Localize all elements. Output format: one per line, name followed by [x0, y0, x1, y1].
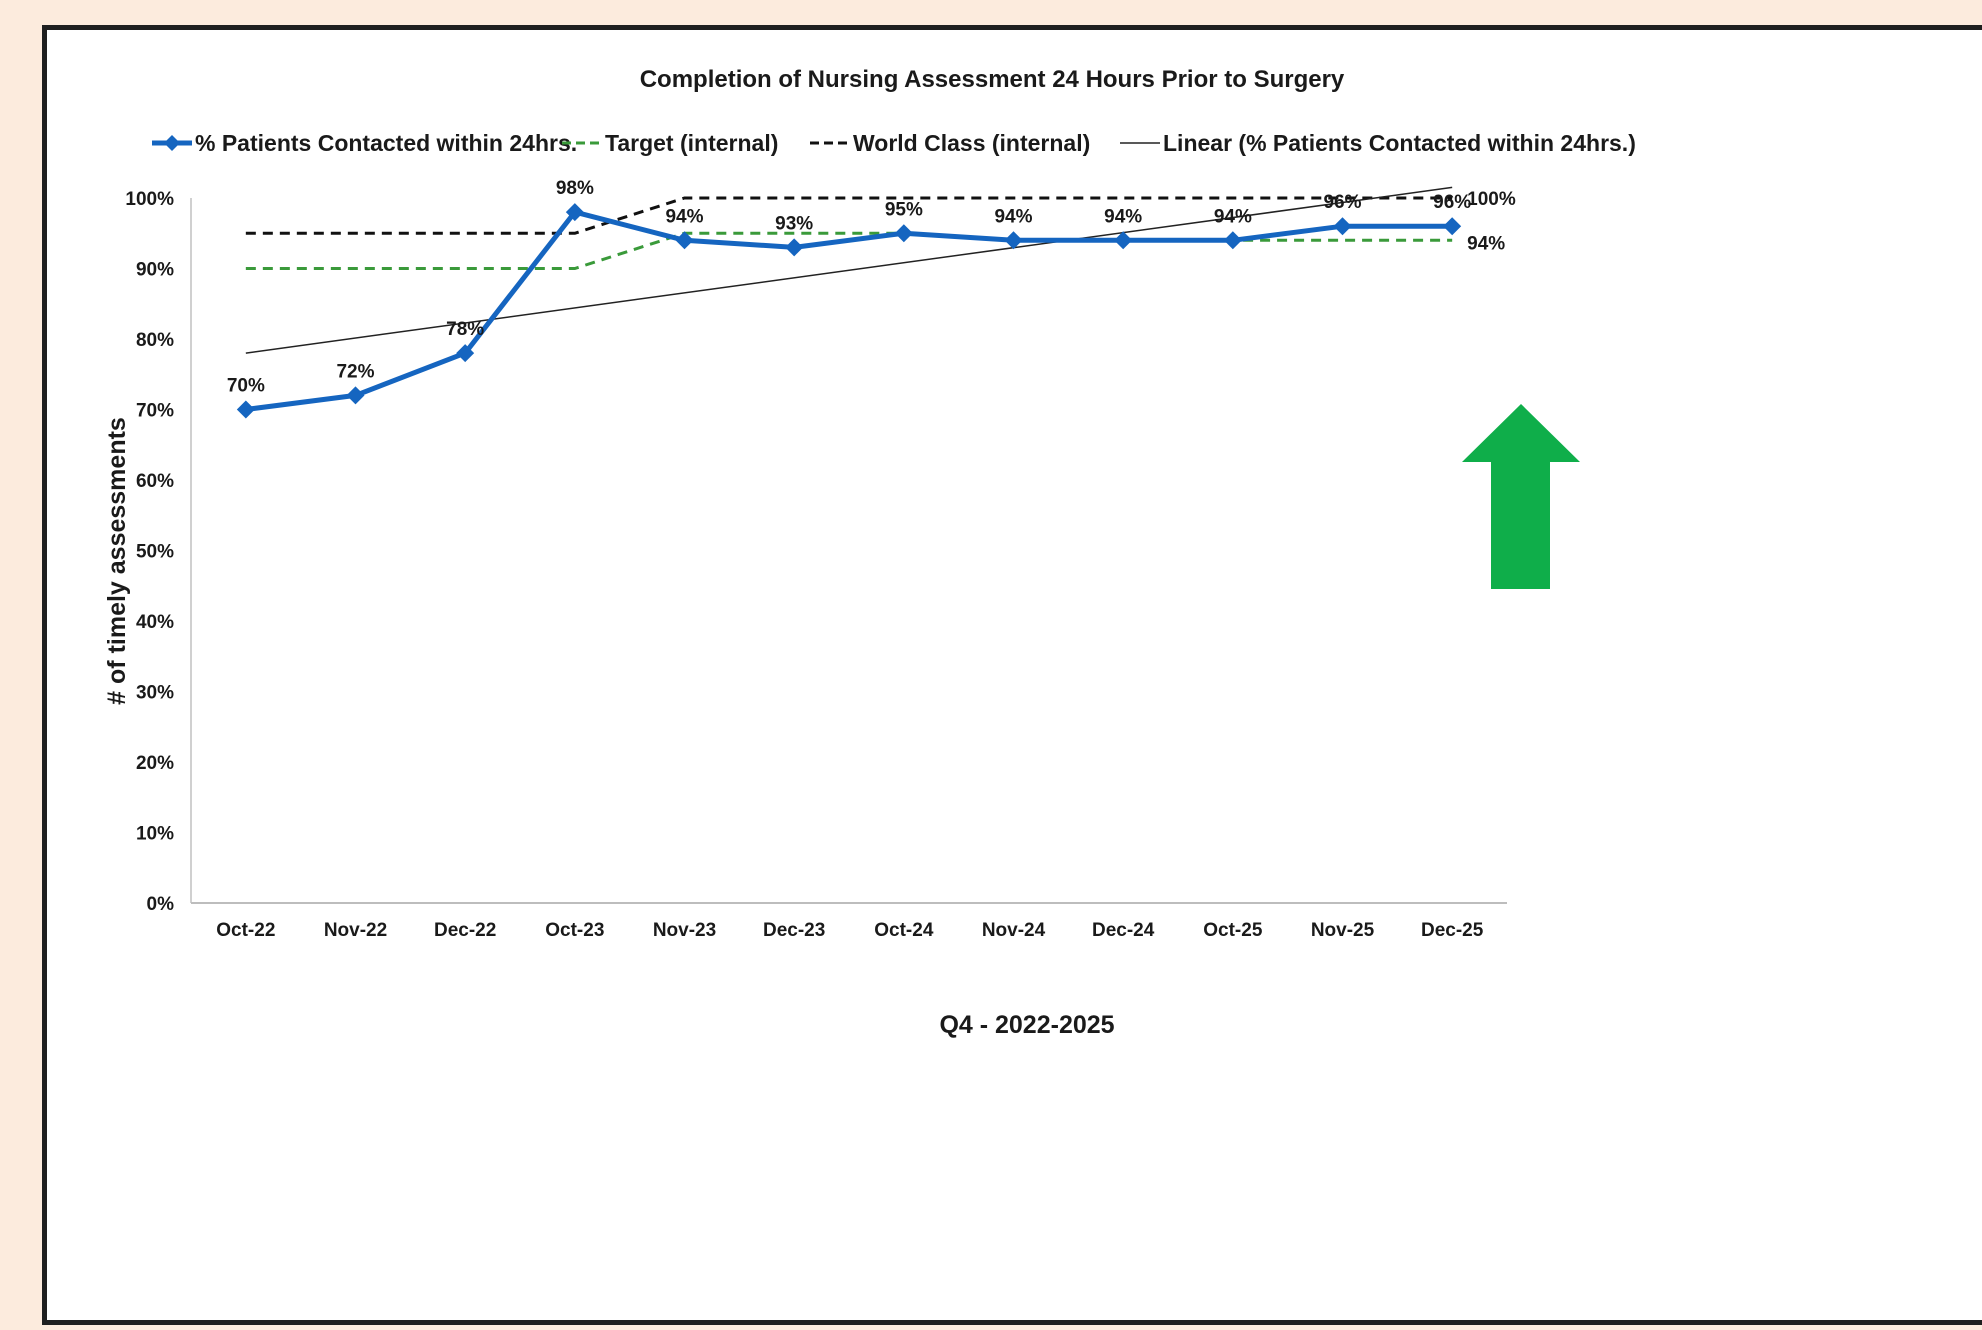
up-arrow-icon	[1462, 404, 1580, 589]
data-label: 70%	[227, 376, 265, 397]
data-label: 72%	[336, 361, 374, 382]
y-tick-labels: 0% 10% 20% 30% 40% 50% 60% 70% 80% 90% 100%	[125, 189, 174, 915]
y-tick-label: 90%	[136, 260, 174, 281]
x-tick-labels: Oct-22 Nov-22 Dec-22 Oct-23 Nov-23 Dec-23 Oct-…	[216, 920, 1483, 941]
legend-label: World Class (internal)	[853, 130, 1090, 156]
legend-item: % Patients Contacted within 24hrs.	[152, 130, 577, 156]
y-tick-label: 50%	[136, 542, 174, 563]
data-point-marker	[785, 238, 804, 257]
x-tick-label: Oct-25	[1203, 920, 1263, 941]
data-point-marker	[565, 203, 584, 222]
data-point-marker	[1004, 231, 1023, 250]
data-label: 96%	[1433, 192, 1471, 213]
data-label: 94%	[1104, 206, 1142, 227]
data-point-marker	[1223, 231, 1242, 250]
x-tick-label: Nov-24	[982, 920, 1046, 941]
y-tick-label: 30%	[136, 683, 174, 704]
x-tick-label: Nov-25	[1311, 920, 1375, 941]
x-tick-label: Dec-25	[1421, 920, 1484, 941]
x-tick-label: Nov-22	[324, 920, 387, 941]
data-point-marker	[1333, 217, 1352, 236]
data-label: 78%	[446, 319, 484, 340]
world-class-end-label: 100%	[1467, 189, 1516, 210]
chart-title: Completion of Nursing Assessment 24 Hour…	[640, 66, 1345, 93]
data-label: 95%	[885, 199, 923, 220]
data-label: 94%	[1214, 206, 1252, 227]
data-label: 98%	[556, 178, 594, 199]
data-label: 96%	[1323, 192, 1361, 213]
y-tick-label: 20%	[136, 753, 174, 774]
y-tick-label: 0%	[147, 894, 175, 915]
patients-contacted-line	[245, 209, 1453, 412]
data-label: 93%	[775, 213, 813, 234]
y-tick-label: 10%	[136, 824, 174, 845]
data-point-marker	[675, 231, 694, 250]
data-label: 94%	[665, 206, 703, 227]
legend-label: Linear (% Patients Contacted within 24hr…	[1163, 130, 1636, 156]
legend-label: % Patients Contacted within 24hrs.	[195, 130, 577, 156]
data-point-marker	[1443, 217, 1462, 236]
data-point-marker	[346, 386, 365, 405]
data-point-marker	[1114, 231, 1133, 250]
x-tick-label: Dec-22	[434, 920, 496, 941]
x-tick-label: Dec-23	[763, 920, 825, 941]
legend-marker	[164, 135, 180, 151]
y-tick-label: 60%	[136, 471, 174, 492]
y-tick-label: 100%	[125, 189, 174, 210]
legend-item: Target (internal)	[562, 130, 778, 156]
x-axis-title: Q4 - 2022-2025	[939, 1011, 1114, 1039]
y-axis-title: # of timely assessments	[103, 417, 131, 705]
x-tick-label: Oct-23	[545, 920, 604, 941]
y-tick-label: 70%	[136, 401, 174, 422]
x-tick-label: Nov-23	[653, 920, 716, 941]
linear-trend-line	[245, 186, 1453, 354]
target-end-label: 94%	[1467, 233, 1505, 254]
data-point-marker	[894, 224, 913, 243]
legend-item: Linear (% Patients Contacted within 24hr…	[1120, 130, 1636, 156]
y-tick-label: 40%	[136, 612, 174, 633]
data-point-marker	[236, 400, 255, 419]
chart-svg: Completion of Nursing Assessment 24 Hour…	[103, 66, 1636, 1039]
data-point-marker	[456, 344, 475, 363]
data-label: 94%	[994, 206, 1032, 227]
y-tick-label: 80%	[136, 330, 174, 351]
x-tick-label: Oct-22	[216, 920, 275, 941]
axes	[190, 198, 1507, 904]
world-class-line	[245, 196, 1453, 235]
plot-area: 70%72%78%98%94% 93%95% 94% 94% 94%96% 96%100%…	[227, 178, 1516, 419]
legend-item: World Class (internal)	[810, 130, 1090, 156]
x-tick-label: Dec-24	[1092, 920, 1155, 941]
chart-frame: Completion of Nursing Assessment 24 Hour…	[42, 25, 1982, 1325]
x-tick-label: Oct-24	[874, 920, 934, 941]
legend-label: Target (internal)	[605, 130, 778, 156]
legend: % Patients Contacted within 24hrs. Target…	[152, 130, 1636, 156]
